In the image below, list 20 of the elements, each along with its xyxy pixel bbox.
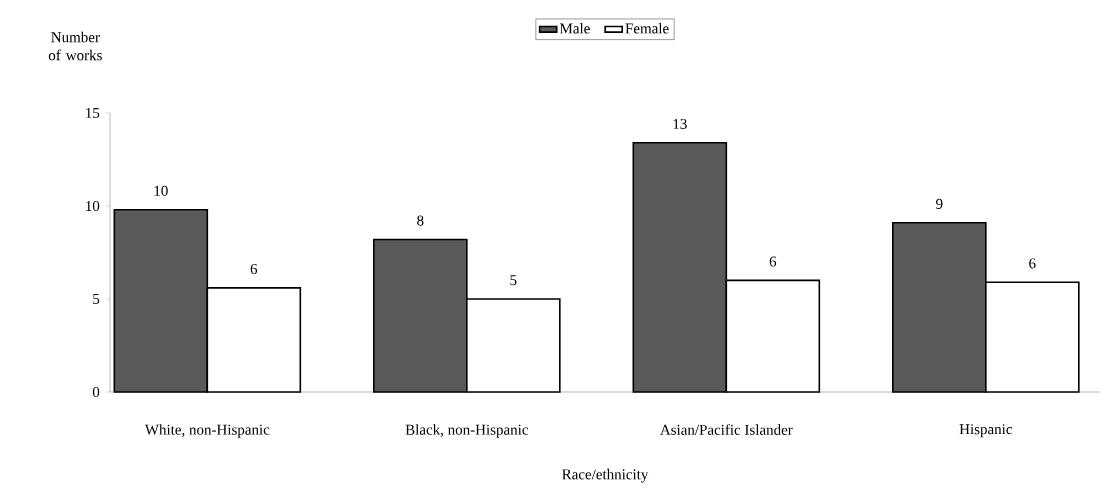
y-axis-title: Number of works bbox=[48, 31, 102, 61]
x-axis-title: Race/ethnicity bbox=[562, 468, 649, 483]
data-label: 5 bbox=[510, 275, 517, 286]
x-tick-label: Hispanic bbox=[959, 424, 1013, 438]
legend-label: Male bbox=[559, 22, 590, 34]
data-label: 13 bbox=[673, 118, 687, 129]
x-tick-label: Asian/Pacific Islander bbox=[660, 424, 793, 435]
data-label: 10 bbox=[154, 185, 168, 196]
data-label: 9 bbox=[936, 198, 943, 209]
y-tick-label: 0 bbox=[92, 386, 100, 398]
data-label: 6 bbox=[250, 263, 258, 275]
y-tick-label: 10 bbox=[86, 200, 100, 212]
y-tick-label: 5 bbox=[93, 294, 100, 304]
x-tick-label: White, non-Hispanic bbox=[144, 424, 270, 438]
y-tick-label: 15 bbox=[86, 107, 100, 119]
data-label: 6 bbox=[769, 256, 777, 267]
data-label: 8 bbox=[417, 215, 424, 226]
data-label: 6 bbox=[1029, 258, 1036, 269]
x-tick-label: Black, non-Hispanic bbox=[405, 424, 529, 438]
legend-label: Female bbox=[625, 22, 669, 34]
